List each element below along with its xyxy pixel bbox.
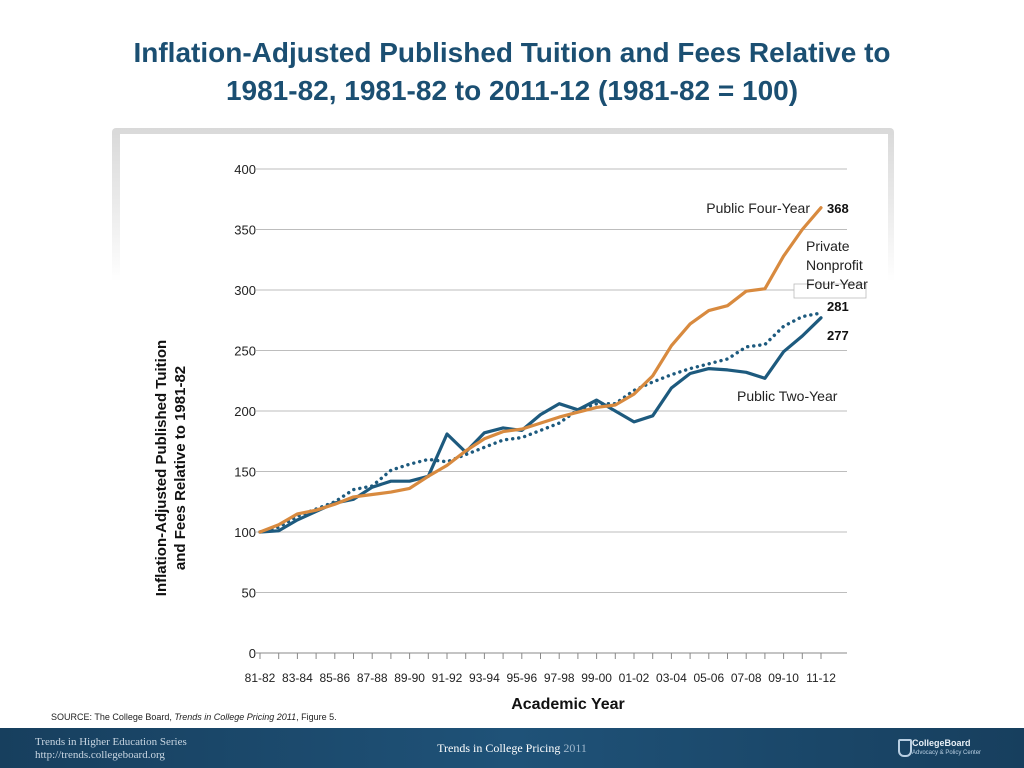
y-tick-label: 150 xyxy=(234,465,256,480)
collegeboard-logo: CollegeBoard Advocacy & Policy Center xyxy=(898,737,1020,761)
x-tick-label: 91-92 xyxy=(432,671,463,685)
x-tick-label: 87-88 xyxy=(357,671,388,685)
series-name-private-nonprofit: Nonprofit xyxy=(806,257,863,273)
footer-center-year: 2011 xyxy=(563,741,587,755)
y-tick-label: 0 xyxy=(249,646,256,661)
private-label-box xyxy=(793,283,867,299)
source-suffix: , Figure 5. xyxy=(296,712,337,722)
y-tick-labels: 0 50 100 150 200 250 300 350 400 xyxy=(234,162,256,661)
acorn-icon xyxy=(898,739,912,757)
end-label-public-four-year: 368 xyxy=(827,201,849,216)
x-tick-label: 07-08 xyxy=(731,671,762,685)
logo-subtitle: Advocacy & Policy Center xyxy=(912,750,982,756)
y-axis-title-line-1: Inflation-Adjusted Published Tuition xyxy=(153,340,170,596)
series-layer xyxy=(258,206,823,534)
x-tick-label: 01-02 xyxy=(619,671,650,685)
y-tick-label: 400 xyxy=(234,162,256,177)
title-line-1: Inflation-Adjusted Published Tuition and… xyxy=(133,37,891,68)
y-tick-label: 350 xyxy=(234,223,256,238)
footer-center-main: Trends in College Pricing xyxy=(437,741,561,755)
footer-series-url[interactable]: http://trends.collegeboard.org xyxy=(35,749,165,761)
x-tick-label: 09-10 xyxy=(768,671,799,685)
end-label-private-nonprofit: 281 xyxy=(827,299,849,314)
y-tick-label: 200 xyxy=(234,404,256,419)
chart-card: 0 50 100 150 200 250 300 350 400 81-82 83-84 85-86… xyxy=(120,134,888,714)
series-name-private-nonprofit: Four-Year xyxy=(806,276,868,292)
footer-bar: Trends in Higher Education Series http:/… xyxy=(0,728,1024,768)
series-name-public-four-year: Public Four-Year xyxy=(706,200,810,216)
x-tick-label: 83-84 xyxy=(282,671,313,685)
x-tick-label: 97-98 xyxy=(544,671,575,685)
y-axis-title-line-2: and Fees Relative to 1981-82 xyxy=(172,366,189,570)
x-axis-title: Academic Year xyxy=(511,696,625,713)
series-line-2 xyxy=(258,316,823,534)
y-tick-label: 100 xyxy=(234,525,256,540)
slide-title: Inflation-Adjusted Published Tuition and… xyxy=(40,34,984,110)
y-tick-label: 50 xyxy=(242,586,256,601)
y-tick-label: 300 xyxy=(234,283,256,298)
x-tick-label: 81-82 xyxy=(245,671,276,685)
title-line-2: 1981-82, 1981-82 to 2011-12 (1981-82 = 1… xyxy=(225,75,799,106)
series-line-0 xyxy=(258,206,823,534)
x-tick-label: 89-90 xyxy=(394,671,425,685)
x-tick-label: 93-94 xyxy=(469,671,500,685)
x-tick-label: 11-12 xyxy=(806,671,836,685)
line-chart: 0 50 100 150 200 250 300 350 400 81-82 83-84 85-86… xyxy=(153,162,868,713)
x-tick-label: 95-96 xyxy=(506,671,537,685)
x-tick-label: 99-00 xyxy=(581,671,612,685)
footer-series: Trends in Higher Education Series http:/… xyxy=(35,736,187,762)
x-tick-labels: 81-82 83-84 85-86 87-88 89-90 91-92 93-94 95-96… xyxy=(245,653,836,685)
footer-center-title: Trends in College Pricing 2011 xyxy=(0,741,1024,756)
end-label-public-two-year: 277 xyxy=(827,328,849,343)
x-tick-label: 05-06 xyxy=(693,671,724,685)
logo-name: CollegeBoard xyxy=(912,738,971,748)
x-tick-label: 03-04 xyxy=(656,671,687,685)
series-name-private-nonprofit: Private xyxy=(806,238,850,254)
source-prefix: SOURCE: The College Board, xyxy=(51,712,175,722)
source-publication: Trends in College Pricing 2011 xyxy=(174,712,297,722)
series-line-1 xyxy=(258,311,823,534)
x-tick-label: 85-86 xyxy=(319,671,350,685)
grid-layer xyxy=(256,168,847,654)
series-name-public-two-year: Public Two-Year xyxy=(737,388,838,404)
series-labels: Public Four-Year 368 Private Nonprofit Four-… xyxy=(706,200,868,404)
footer-series-title: Trends in Higher Education Series xyxy=(35,736,187,748)
source-note: SOURCE: The College Board, Trends in Col… xyxy=(51,712,337,722)
y-tick-label: 250 xyxy=(234,344,256,359)
